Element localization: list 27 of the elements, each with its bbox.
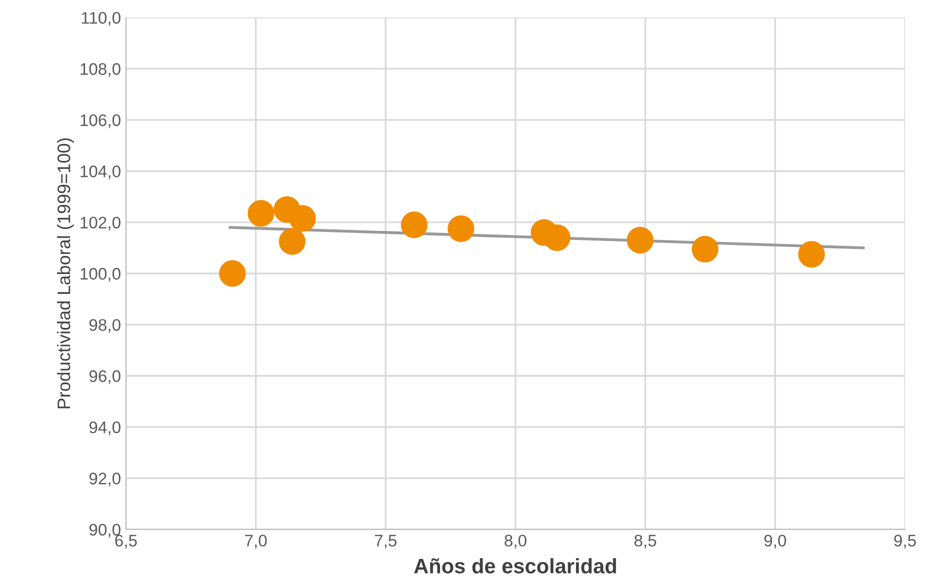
- y-tick-label: 92,0: [89, 472, 120, 486]
- y-axis-title: Productividad Laboral (1999=100): [57, 138, 74, 408]
- x-tick-label: 8,5: [634, 534, 656, 548]
- point: [400, 212, 428, 238]
- y-tick-label: 94,0: [89, 421, 120, 436]
- x-tick-label: 8,0: [504, 534, 526, 548]
- y-tick-label: 96,0: [89, 370, 120, 384]
- y-tick-label: 100,0: [80, 268, 120, 282]
- y-tick-label: 104,0: [80, 166, 120, 180]
- x-tick-label: 7,0: [245, 534, 267, 548]
- point: [248, 200, 274, 227]
- y-tick-label: 98,0: [89, 319, 120, 333]
- point: [798, 240, 825, 268]
- x-tick-label: 7,5: [374, 534, 397, 548]
- y-tick-label: 102,0: [80, 216, 120, 230]
- point: [278, 228, 306, 255]
- point: [219, 260, 246, 287]
- point: [626, 226, 654, 254]
- point: [289, 205, 316, 232]
- y-tick-label: 110,0: [82, 12, 120, 26]
- x-tick-label: 9,0: [764, 534, 786, 548]
- y-tick-label: 106,0: [80, 114, 120, 128]
- x-tick-label: 9,5: [894, 534, 916, 548]
- x-axis-title: Años de escolaridad: [414, 558, 616, 574]
- point: [448, 215, 474, 242]
- point: [692, 236, 718, 262]
- y-tick-label: 108,0: [80, 63, 120, 77]
